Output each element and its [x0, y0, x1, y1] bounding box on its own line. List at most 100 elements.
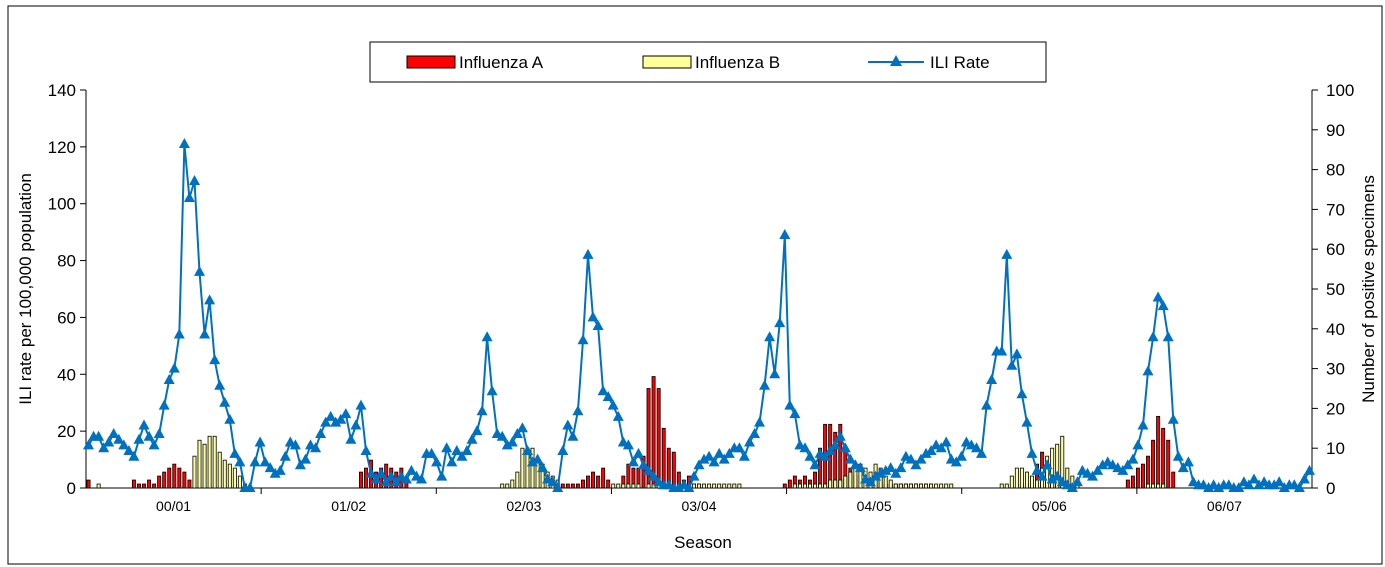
ili-rate-point — [118, 439, 130, 450]
y-axis-title: ILI rate per 100,000 population — [16, 173, 35, 405]
bar-influenza-a — [1146, 455, 1150, 489]
bar-influenza-b — [737, 483, 742, 489]
bar-influenza-b — [944, 483, 949, 489]
y2-tick-label: 20 — [1326, 399, 1345, 418]
ili-rate-point — [865, 476, 876, 487]
bar-influenza-b — [691, 483, 696, 489]
y2-tick-label: 10 — [1326, 439, 1345, 458]
bar-influenza-a — [560, 483, 565, 489]
bar-influenza-a — [152, 483, 157, 489]
bar-influenza-a — [782, 483, 787, 489]
bar-influenza-b — [1024, 471, 1029, 489]
ili-rate-point — [854, 462, 866, 473]
bar-influenza-b — [232, 467, 237, 489]
ili-rate-point — [602, 391, 614, 401]
ili-rate-point — [234, 456, 246, 467]
ili-rate-point — [279, 450, 291, 461]
x-category-label: 02/03 — [506, 498, 541, 514]
bar-influenza-a — [162, 471, 167, 489]
y-tick-label: 20 — [57, 422, 76, 441]
ili-rate-point — [1203, 482, 1215, 492]
ili-rate-point — [1243, 479, 1255, 490]
ili-rate-point — [1051, 470, 1063, 481]
ili-rate-point — [416, 473, 427, 484]
bar-influenza-b — [500, 483, 505, 489]
ili-rate-point — [597, 385, 609, 396]
ili-rate-point — [400, 473, 412, 484]
bar-influenza-a — [167, 467, 172, 489]
ili-rate-point — [839, 442, 851, 453]
ili-rate-point — [405, 464, 417, 475]
bar-influenza-a — [1151, 439, 1156, 489]
ili-rate-point — [229, 447, 241, 458]
ili-rate-point — [506, 436, 518, 447]
ili-rate-point — [1233, 482, 1245, 492]
y-tick-label: 140 — [48, 81, 76, 100]
ili-rate-point — [249, 456, 261, 467]
legend: Influenza A Influenza B ILI Rate — [369, 41, 1047, 83]
ili-rate-point — [633, 447, 644, 458]
legend-swatch-influenza-b — [642, 55, 692, 69]
ili-rate-point — [183, 192, 195, 202]
ili-rate-point — [300, 453, 311, 464]
bar-influenza-b — [1009, 475, 1014, 489]
ili-rate-point — [834, 430, 846, 441]
bar-influenza-b — [207, 435, 212, 489]
bar-influenza-b — [530, 447, 535, 489]
ili-rate-point — [572, 405, 584, 416]
ili-rate-point — [289, 439, 301, 450]
ili-rate-point — [547, 476, 559, 487]
y2-tick-label: 100 — [1326, 81, 1354, 100]
ili-rate-point — [870, 470, 882, 481]
x-category-label: 00/01 — [156, 498, 191, 514]
bar-influenza-b — [1030, 475, 1034, 489]
bar-influenza-b — [898, 483, 903, 489]
ili-rate-point — [385, 470, 397, 481]
ili-rate-point — [779, 229, 791, 239]
ili-rate-point — [955, 450, 967, 461]
legend-label-ili-rate: ILI Rate — [930, 53, 990, 72]
bar-influenza-b — [520, 447, 525, 489]
bar-influenza-a — [661, 427, 666, 489]
x-category-label: 01/02 — [331, 498, 366, 514]
x-category-label: 05/06 — [1032, 498, 1067, 514]
ili-rate-point — [920, 447, 932, 458]
ili-rate-point — [592, 320, 604, 330]
bar-influenza-b — [222, 459, 227, 489]
bar-influenza-a — [787, 479, 792, 489]
ili-rate-point — [370, 473, 382, 484]
bar-influenza-a — [586, 475, 590, 489]
bar-influenza-b — [631, 483, 636, 489]
ili-rate-point — [577, 334, 589, 345]
ili-rate-point — [1298, 473, 1310, 484]
ili-rate-point — [885, 462, 897, 473]
ili-rate-point — [259, 456, 271, 467]
ili-rate-point — [461, 445, 473, 455]
ili-rate-point — [880, 464, 892, 475]
ili-rate-point — [607, 399, 619, 410]
ili-rate-point — [799, 442, 811, 453]
ili-rate-point — [915, 453, 927, 464]
bar-influenza-b — [732, 483, 737, 489]
ili-rate-point — [294, 459, 306, 470]
ili-rate-point — [168, 362, 180, 373]
ili-rate-point — [824, 445, 836, 455]
ili-rate-point — [527, 456, 538, 467]
bar-influenza-a — [147, 479, 152, 489]
ili-rate-point — [254, 436, 266, 447]
ili-rate-point — [199, 328, 211, 339]
ili-rate-point — [522, 445, 533, 455]
ili-rate-point — [1046, 473, 1058, 484]
ili-rate-point — [466, 433, 478, 444]
bar-influenza-a — [580, 479, 585, 489]
ili-rate-point — [774, 317, 786, 328]
ili-rate-point — [451, 445, 463, 455]
bar-influenza-b — [949, 483, 954, 489]
ili-rate-point — [1213, 482, 1225, 492]
ili-rate-point — [744, 436, 755, 447]
ili-rate-point — [1162, 331, 1174, 342]
bar-influenza-b — [1161, 483, 1166, 489]
bar-influenza-b — [913, 483, 918, 489]
ili-rate-point — [688, 470, 700, 481]
